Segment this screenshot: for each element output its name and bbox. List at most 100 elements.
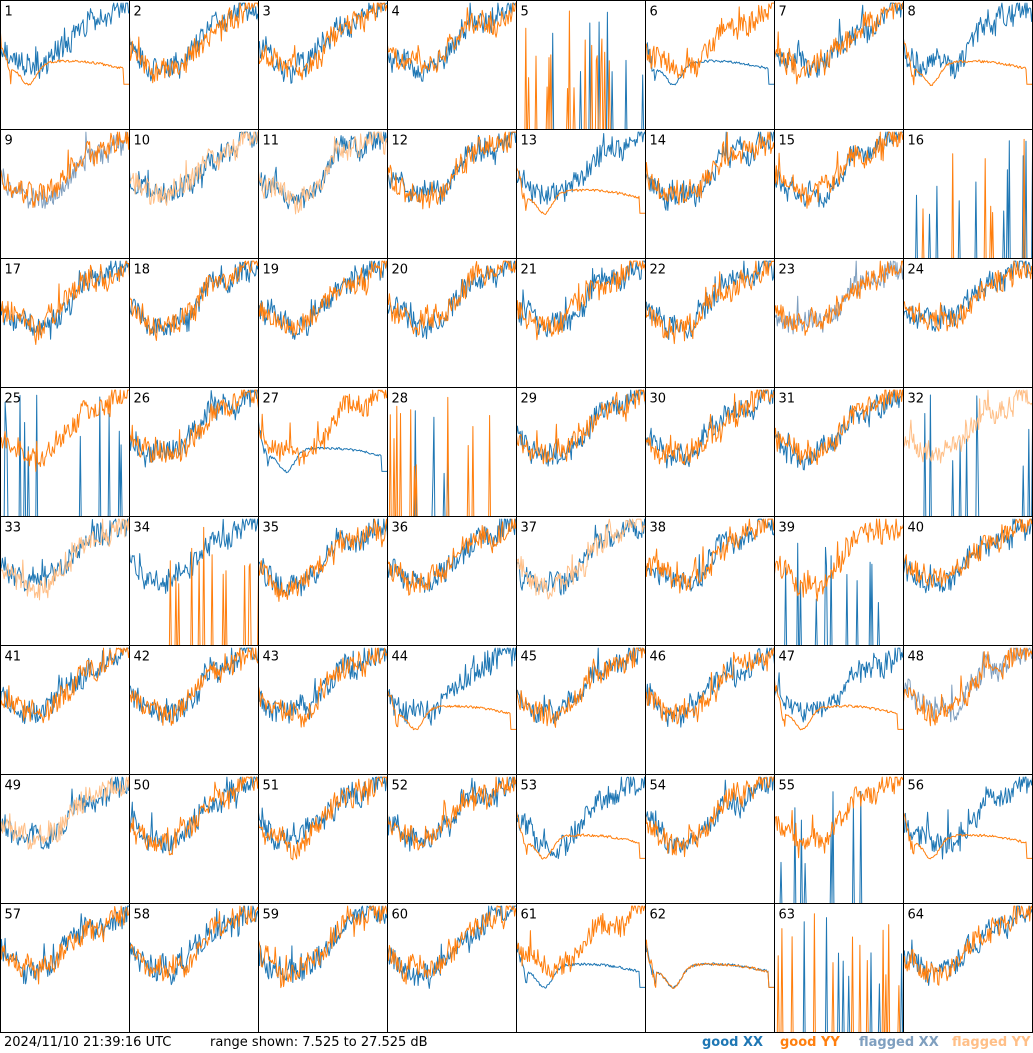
panel-37-label: 37 xyxy=(521,521,538,536)
panel-57-label: 57 xyxy=(5,908,22,923)
panel-23-traces xyxy=(774,260,904,336)
panel-14-yy-line xyxy=(645,131,775,206)
panel-7-yy-line xyxy=(774,2,904,85)
panel-12-traces xyxy=(387,131,517,210)
panel-44-yy-line xyxy=(387,690,517,731)
panel-40-label: 40 xyxy=(908,521,925,536)
panel-57: 57 xyxy=(0,903,130,1033)
panel-3-traces xyxy=(258,2,388,84)
panel-48-yy-line xyxy=(903,647,1033,727)
panel-15-yy-line xyxy=(774,131,904,209)
panel-11: 11 xyxy=(258,129,388,259)
panel-35-traces xyxy=(258,518,388,602)
panel-42-yy-line xyxy=(129,647,259,726)
panel-54-traces xyxy=(645,776,775,858)
panel-4-traces xyxy=(387,2,517,82)
panel-53-xx-line xyxy=(516,776,646,860)
panel-62-label: 62 xyxy=(650,908,667,923)
panel-16-label: 16 xyxy=(908,134,925,149)
panel-36-yy-line xyxy=(387,518,517,596)
panel-25-traces xyxy=(0,389,130,517)
panel-18-traces xyxy=(129,260,259,341)
panel-11-traces xyxy=(258,131,388,215)
panel-47-label: 47 xyxy=(779,650,796,665)
panel-20-yy-line xyxy=(387,260,517,336)
panel-25-yy-line xyxy=(0,389,130,472)
panel-61-yy-line xyxy=(516,905,646,980)
panel-55-traces xyxy=(774,776,904,904)
panel-63-traces xyxy=(774,913,904,1033)
panel-55-label: 55 xyxy=(779,779,796,794)
panel-26-label: 26 xyxy=(134,392,151,407)
panel-40-yy-line xyxy=(903,518,1033,588)
panel-60: 60 xyxy=(387,903,517,1033)
panel-6-label: 6 xyxy=(650,5,658,20)
panel-30-traces xyxy=(645,389,775,469)
panel-27-label: 27 xyxy=(263,392,280,407)
panel-32-traces xyxy=(903,389,1033,517)
panel-44-traces xyxy=(387,647,517,731)
panel-21-label: 21 xyxy=(521,263,538,278)
panel-33-label: 33 xyxy=(5,521,22,536)
panel-17-traces xyxy=(0,260,130,345)
panel-34-xx-line xyxy=(129,518,259,594)
panel-63-label: 63 xyxy=(779,908,796,923)
panel-49-yy-line xyxy=(0,776,130,850)
panel-11-yy-line xyxy=(258,131,388,215)
panel-24-traces xyxy=(903,260,1033,332)
panel-49-traces xyxy=(0,776,130,850)
panel-1-yy-line xyxy=(0,32,130,86)
panel-45-yy-line xyxy=(516,647,646,728)
panel-35-yy-line xyxy=(258,518,388,602)
panel-4-label: 4 xyxy=(392,5,400,20)
panel-32-xx-line xyxy=(903,394,1033,517)
panel-31-label: 31 xyxy=(779,392,796,407)
panel-32-label: 32 xyxy=(908,392,925,407)
panel-8-xx-line xyxy=(903,2,1033,80)
panel-3-label: 3 xyxy=(263,5,271,20)
panel-12-label: 12 xyxy=(392,134,409,149)
panel-61: 61 xyxy=(516,903,646,1033)
panel-24-xx-line xyxy=(903,260,1033,332)
panel-48-label: 48 xyxy=(908,650,925,665)
panel-6-xx-line xyxy=(645,42,775,86)
panel-44-xx-line xyxy=(387,647,517,726)
panel-41-yy-line xyxy=(0,647,130,724)
panel-56: 56 xyxy=(903,774,1033,904)
legend-good-xx: good XX xyxy=(702,1035,764,1050)
legend-good-yy: good YY xyxy=(780,1035,840,1050)
panel-8-label: 8 xyxy=(908,5,916,20)
panel-1-traces xyxy=(0,2,130,86)
panel-43-traces xyxy=(258,647,388,728)
panel-50-label: 50 xyxy=(134,779,151,794)
panel-51-yy-line xyxy=(258,776,388,861)
panel-56-label: 56 xyxy=(908,779,925,794)
legend-flagged-xx: flagged XX xyxy=(859,1035,939,1050)
panel-6-yy-line xyxy=(645,2,775,79)
panel-15-traces xyxy=(774,131,904,209)
panel-47-traces xyxy=(774,647,904,731)
panel-54-xx-line xyxy=(645,776,775,854)
panel-53-traces xyxy=(516,776,646,860)
panel-46-traces xyxy=(645,647,775,728)
panel-35-label: 35 xyxy=(263,521,280,536)
panel-1-xx-line xyxy=(0,2,130,79)
panel-52-traces xyxy=(387,776,517,852)
panel-58-label: 58 xyxy=(134,908,151,923)
legend-flagged-yy: flagged YY xyxy=(952,1035,1031,1050)
panel-10-traces xyxy=(129,131,259,206)
panel-24-yy-line xyxy=(903,260,1033,332)
panel-17-xx-line xyxy=(0,260,130,340)
panel-24-label: 24 xyxy=(908,263,925,278)
panel-64: 64 xyxy=(903,903,1033,1033)
panel-41-traces xyxy=(0,647,130,725)
panel-43-yy-line xyxy=(258,647,388,728)
panel-5-xx-line xyxy=(516,11,646,130)
panel-36-label: 36 xyxy=(392,521,409,536)
panel-40-xx-line xyxy=(903,518,1033,594)
panel-33-yy-line xyxy=(0,518,130,601)
panel-48-traces xyxy=(903,647,1033,727)
panel-7-xx-line xyxy=(774,2,904,79)
panel-22-label: 22 xyxy=(650,263,667,278)
panel-18-label: 18 xyxy=(134,263,151,278)
